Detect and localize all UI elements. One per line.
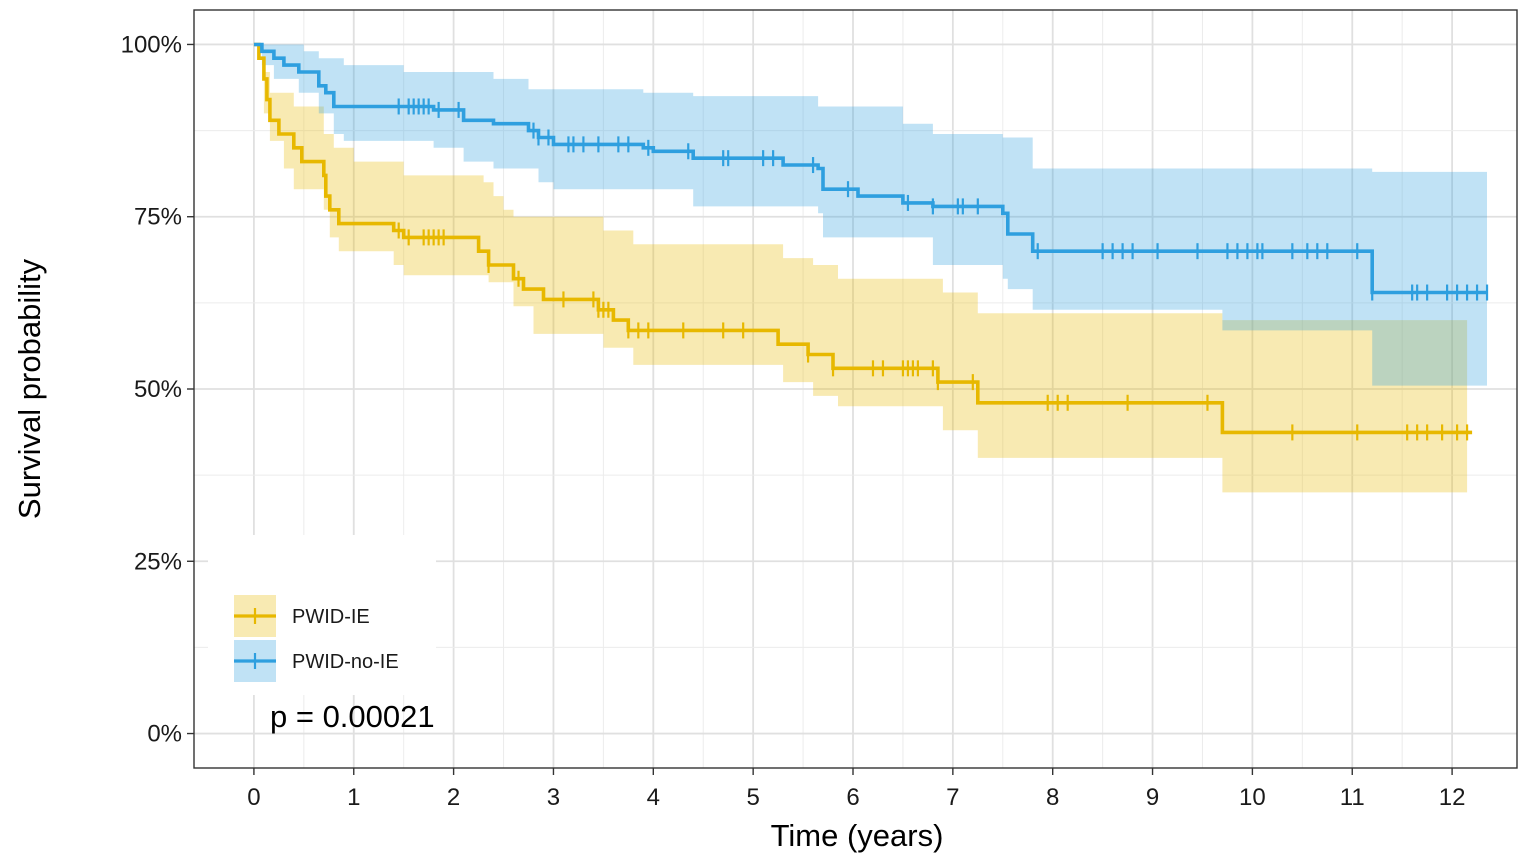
confidence-ribbons bbox=[253, 44, 1487, 493]
y-axis-title: Survival probability bbox=[12, 258, 47, 519]
x-axis: 0 1 2 3 4 5 6 7 8 9 10 11 12 bbox=[247, 768, 1465, 811]
legend-label-pwid-no-ie: PWID-no-IE bbox=[292, 651, 399, 673]
y-tick-label: 75% bbox=[134, 204, 182, 231]
x-tick-label: 0 bbox=[247, 784, 260, 811]
legend-label-pwid-ie: PWID-IE bbox=[292, 606, 370, 628]
x-tick-label: 6 bbox=[846, 784, 859, 811]
legend-item-pwid-no-ie: PWID-no-IE bbox=[234, 640, 399, 682]
censor-marks bbox=[397, 98, 1489, 441]
x-tick-label: 12 bbox=[1439, 784, 1466, 811]
legend-item-pwid-ie: PWID-IE bbox=[234, 595, 370, 637]
x-tick-label: 9 bbox=[1146, 784, 1159, 811]
x-tick-label: 1 bbox=[347, 784, 360, 811]
ci-ribbon-pwid-ie bbox=[253, 44, 1468, 493]
x-tick-label: 2 bbox=[447, 784, 460, 811]
y-tick-label: 50% bbox=[134, 376, 182, 403]
plot-area: PWID-IE PWID-no-IE p = 0.00021 bbox=[193, 9, 1518, 769]
y-tick-label: 100% bbox=[121, 31, 182, 58]
x-tick-label: 11 bbox=[1340, 784, 1365, 811]
legend: PWID-IE PWID-no-IE bbox=[208, 535, 436, 695]
x-axis-title: Time (years) bbox=[771, 818, 944, 853]
x-tick-label: 8 bbox=[1046, 784, 1059, 811]
x-tick-label: 7 bbox=[946, 784, 959, 811]
x-tick-label: 5 bbox=[746, 784, 759, 811]
y-tick-label: 0% bbox=[147, 721, 182, 748]
p-value-annotation: p = 0.00021 bbox=[270, 699, 435, 734]
ci-ribbon-pwid-no-ie bbox=[253, 44, 1487, 386]
x-tick-label: 10 bbox=[1239, 784, 1266, 811]
y-axis: 0% 25% 50% 75% 100% bbox=[121, 31, 194, 748]
x-tick-label: 3 bbox=[547, 784, 560, 811]
y-tick-label: 25% bbox=[134, 548, 182, 575]
x-tick-label: 4 bbox=[647, 784, 660, 811]
grid bbox=[194, 10, 1517, 768]
